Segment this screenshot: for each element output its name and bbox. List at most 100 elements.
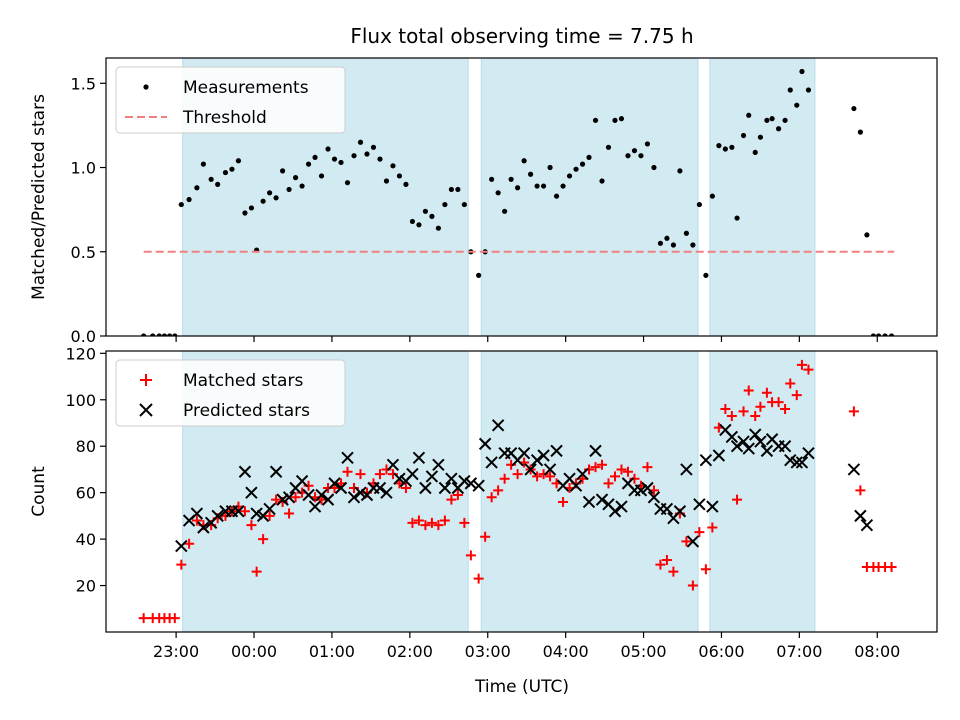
matched-star-point — [803, 364, 814, 375]
matched-star-point — [349, 483, 360, 494]
measurement-point — [377, 156, 383, 162]
measurement-point — [141, 333, 147, 336]
predicted-star-point — [576, 467, 589, 481]
matched-star-point — [855, 485, 866, 496]
x-tick-label: 07:00 — [776, 642, 822, 661]
panels: 0.0 0.5 1.0 1.5 Matched/Predicted stars Measu… — [29, 57, 938, 661]
matched-star-point — [342, 466, 353, 477]
measurement-point — [150, 333, 156, 336]
y-axis-label: Count — [29, 466, 49, 517]
predicted-star-point — [245, 486, 258, 499]
matched-star-point — [246, 520, 257, 531]
matched-star-point — [796, 359, 807, 370]
measurement-point — [612, 117, 618, 123]
matched-star-point — [512, 469, 523, 480]
matched-star-point — [251, 566, 262, 577]
matched-star-point — [584, 464, 595, 475]
predicted-star-point — [778, 440, 792, 453]
measurement-point — [709, 193, 715, 199]
x-tick-label: 06:00 — [698, 642, 744, 661]
matched-star-point — [681, 536, 692, 547]
measurement-point — [722, 146, 728, 152]
measurement-point — [864, 232, 870, 238]
measurement-point — [156, 333, 162, 336]
x-tick-label: 05:00 — [620, 642, 666, 661]
predicted-star-point — [438, 481, 452, 495]
measurement-point — [888, 333, 895, 336]
measurement-point — [794, 102, 800, 108]
predicted-star-point — [472, 479, 485, 492]
x-tick-label: 01:00 — [309, 642, 355, 661]
measurement-point — [764, 117, 770, 123]
measurement-point — [769, 116, 775, 122]
matched-star-point — [687, 580, 698, 591]
measurement-point — [752, 149, 758, 155]
predicted-star-point — [754, 435, 767, 448]
measurement-point — [312, 154, 318, 161]
predicted-star-point — [282, 491, 296, 504]
measurement-point — [729, 144, 735, 150]
legend-label: Predicted stars — [183, 401, 310, 421]
measurement-point — [540, 183, 547, 189]
measurement-point — [651, 164, 657, 171]
measurement-point — [455, 186, 461, 193]
measurement-point — [716, 143, 722, 149]
measurement-point — [370, 144, 377, 150]
measurement-point — [547, 164, 553, 171]
y-axis-label: Matched/Predicted stars — [29, 94, 49, 300]
measurement-point — [703, 272, 709, 278]
matched-star-point — [169, 613, 180, 624]
predicted-star-point — [693, 498, 706, 511]
measurement-point — [167, 333, 173, 336]
series-2-1 — [138, 359, 897, 624]
measurement-point — [194, 185, 200, 191]
predicted-star-point — [569, 479, 583, 492]
measurement-point — [631, 148, 638, 154]
predicted-star-point — [615, 500, 628, 513]
predicted-star-point — [706, 500, 719, 513]
predicted-star-point — [380, 486, 393, 499]
measurement-point — [560, 183, 566, 189]
predicted-star-point — [354, 486, 367, 499]
measurement-point — [318, 173, 325, 179]
predicted-star-point — [589, 444, 602, 458]
predicted-star-point — [725, 430, 739, 444]
measurement-point — [799, 68, 805, 75]
measurement-point — [618, 116, 625, 122]
measurement-point — [351, 153, 357, 159]
measurement-point — [208, 176, 214, 182]
predicted-star-point — [537, 449, 550, 462]
y-tick-label: 0.0 — [71, 327, 96, 346]
matched-star-point — [668, 566, 679, 577]
measurement-point — [625, 153, 631, 159]
measurement-point — [200, 161, 206, 167]
legend: Matched stars Predicted stars — [115, 359, 346, 427]
matched-star-point — [413, 515, 424, 526]
predicted-star-point — [276, 493, 289, 506]
matched-star-point — [420, 520, 431, 531]
measurement-point — [638, 153, 644, 159]
matched-star-point — [506, 459, 517, 470]
matched-star-point — [629, 473, 640, 484]
predicted-star-point — [373, 481, 387, 495]
measurement-point — [670, 242, 677, 248]
matched-star-point — [785, 378, 796, 389]
predicted-star-point — [341, 451, 354, 465]
measurement-point — [292, 175, 299, 181]
matched-star-point — [191, 515, 202, 526]
matched-star-point — [532, 471, 543, 482]
matched-star-point — [700, 564, 711, 575]
x-tick-label: 23:00 — [153, 642, 199, 661]
y-tick-label: 60 — [76, 484, 96, 503]
measurement-point — [495, 190, 501, 196]
matched-star-point — [473, 573, 484, 584]
measurement-point — [696, 201, 702, 208]
predicted-star-point — [730, 440, 744, 453]
panel-1: 0.0 0.5 1.0 1.5 Matched/Predicted stars Measu… — [29, 57, 938, 346]
series-1-1 — [141, 68, 895, 336]
matched-star-point — [597, 459, 608, 470]
predicted-star-point — [647, 491, 661, 504]
measurement-point — [299, 183, 305, 189]
measurement-point — [215, 181, 221, 187]
matched-star-point — [755, 401, 766, 412]
